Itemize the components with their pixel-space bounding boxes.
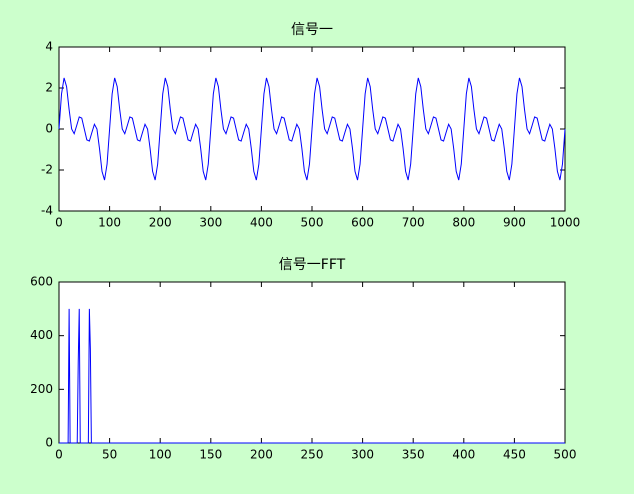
y-tick-label: 600: [30, 275, 53, 289]
x-tick-label: 100: [149, 448, 172, 462]
x-tick-label: 400: [452, 448, 475, 462]
chart-title: 信号一: [291, 22, 333, 38]
x-tick-label: 500: [554, 448, 577, 462]
x-tick-label: 0: [55, 216, 63, 230]
y-tick-label: 400: [30, 328, 53, 342]
data-line: [58, 77, 566, 181]
axes-background: [58, 281, 566, 444]
x-tick-label: 500: [301, 216, 324, 230]
x-tick-label: 400: [250, 216, 273, 230]
y-tick-label: 0: [45, 122, 53, 136]
x-tick-label: 1000: [550, 216, 581, 230]
x-tick-label: 250: [301, 448, 324, 462]
y-tick-label: 2: [45, 81, 53, 95]
x-tick-label: 800: [452, 216, 475, 230]
chart-title: 信号一FFT: [279, 257, 346, 273]
y-tick-label: -2: [41, 163, 53, 177]
x-tick-label: 150: [199, 448, 222, 462]
x-tick-label: 900: [503, 216, 526, 230]
x-tick-label: 600: [351, 216, 374, 230]
y-tick-label: -4: [41, 204, 53, 218]
x-tick-label: 100: [98, 216, 121, 230]
x-tick-label: 50: [102, 448, 117, 462]
x-tick-label: 300: [351, 448, 374, 462]
y-tick-label: 200: [30, 382, 53, 396]
x-tick-label: 200: [250, 448, 273, 462]
x-tick-label: 700: [402, 216, 425, 230]
data-line: [59, 308, 565, 444]
x-tick-label: 0: [55, 448, 63, 462]
y-tick-label: 4: [45, 40, 53, 54]
x-tick-label: 450: [503, 448, 526, 462]
y-tick-label: 0: [45, 436, 53, 450]
x-tick-label: 300: [199, 216, 222, 230]
x-tick-label: 200: [149, 216, 172, 230]
x-tick-label: 350: [402, 448, 425, 462]
